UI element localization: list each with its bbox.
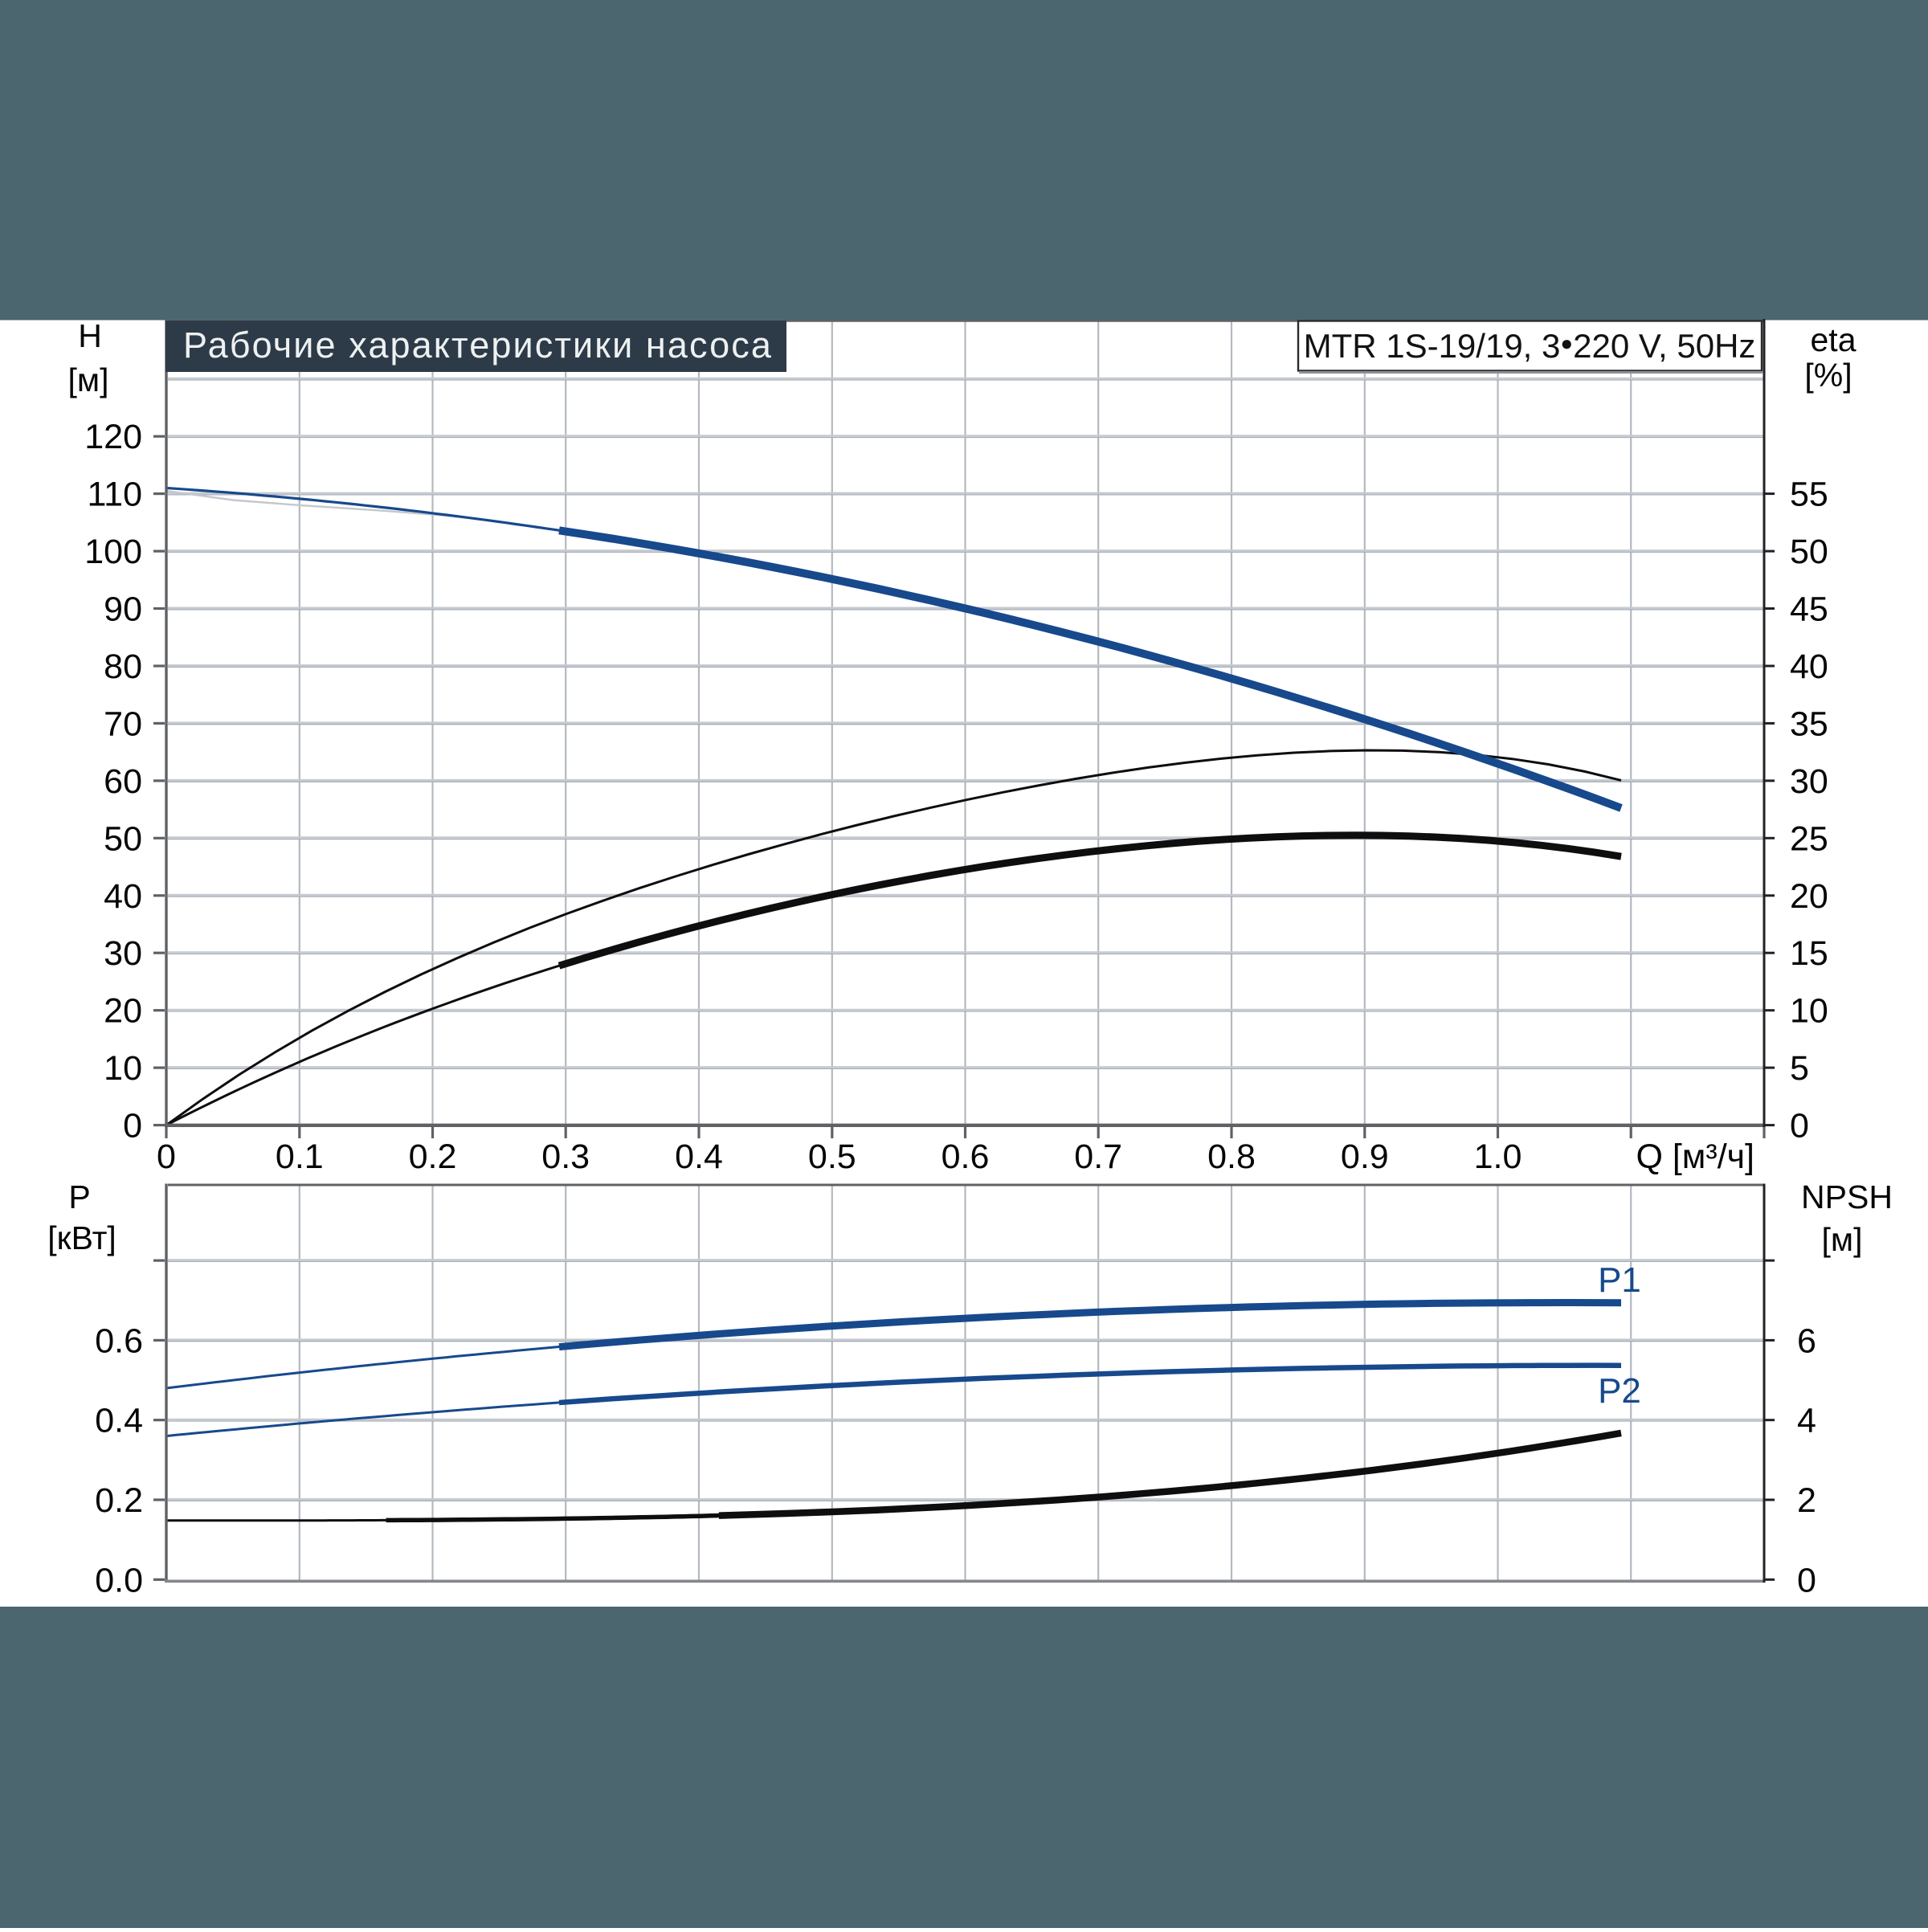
svg-text:[кВт]: [кВт] [47,1219,116,1256]
svg-text:[м]: [м] [68,361,109,398]
svg-text:0.3: 0.3 [541,1138,590,1176]
svg-text:80: 80 [104,647,142,686]
svg-text:40: 40 [104,877,142,916]
svg-text:0.1: 0.1 [276,1138,324,1176]
svg-text:6: 6 [1797,1321,1816,1360]
svg-text:0.2: 0.2 [95,1481,143,1520]
svg-text:eta: eta [1811,321,1857,358]
svg-text:0: 0 [1797,1561,1816,1599]
svg-text:0.4: 0.4 [95,1402,143,1440]
svg-text:60: 60 [104,762,142,801]
svg-text:20: 20 [1790,877,1828,916]
svg-text:90: 90 [104,590,142,629]
svg-text:H: H [78,317,102,354]
svg-text:0.7: 0.7 [1074,1138,1122,1176]
svg-text:20: 20 [104,992,142,1031]
svg-text:35: 35 [1790,705,1828,743]
svg-text:Q [м³/ч]: Q [м³/ч] [1636,1138,1754,1176]
svg-text:110: 110 [87,476,142,514]
svg-text:0.6: 0.6 [942,1138,990,1176]
svg-text:0.4: 0.4 [675,1138,723,1176]
svg-text:50: 50 [104,819,142,858]
svg-text:P2: P2 [1598,1371,1641,1411]
svg-text:0.6: 0.6 [95,1321,143,1360]
svg-text:4: 4 [1797,1402,1816,1440]
svg-text:0.5: 0.5 [808,1138,856,1176]
svg-text:50: 50 [1790,533,1828,571]
svg-text:30: 30 [104,934,142,973]
svg-text:MTR 1S-19/19, 3●220 V, 50Hz: MTR 1S-19/19, 3●220 V, 50Hz [1304,327,1756,365]
svg-text:30: 30 [1790,762,1828,801]
svg-text:10: 10 [104,1049,142,1088]
svg-text:[м]: [м] [1822,1221,1863,1258]
svg-text:5: 5 [1790,1049,1809,1088]
svg-text:100: 100 [84,533,142,571]
svg-text:15: 15 [1790,934,1828,973]
svg-text:1.0: 1.0 [1474,1138,1522,1176]
svg-text:120: 120 [84,418,142,456]
svg-text:P1: P1 [1598,1260,1641,1300]
svg-text:0.9: 0.9 [1341,1138,1389,1176]
svg-text:25: 25 [1790,819,1828,858]
svg-text:0: 0 [123,1107,142,1146]
svg-text:0: 0 [157,1138,176,1176]
svg-text:0.2: 0.2 [409,1138,457,1176]
svg-text:2: 2 [1797,1481,1816,1520]
svg-text:0.8: 0.8 [1207,1138,1256,1176]
svg-text:Рабочие характеристики насоса: Рабочие характеристики насоса [183,325,773,366]
svg-text:10: 10 [1790,992,1828,1031]
svg-text:0.0: 0.0 [95,1561,143,1599]
svg-text:45: 45 [1790,590,1828,629]
svg-text:70: 70 [104,705,142,743]
svg-text:55: 55 [1790,476,1828,514]
svg-text:[%]: [%] [1804,357,1852,394]
svg-text:NPSH: NPSH [1801,1178,1893,1215]
svg-text:40: 40 [1790,647,1828,686]
svg-text:P: P [68,1178,90,1215]
svg-text:0: 0 [1790,1107,1809,1146]
